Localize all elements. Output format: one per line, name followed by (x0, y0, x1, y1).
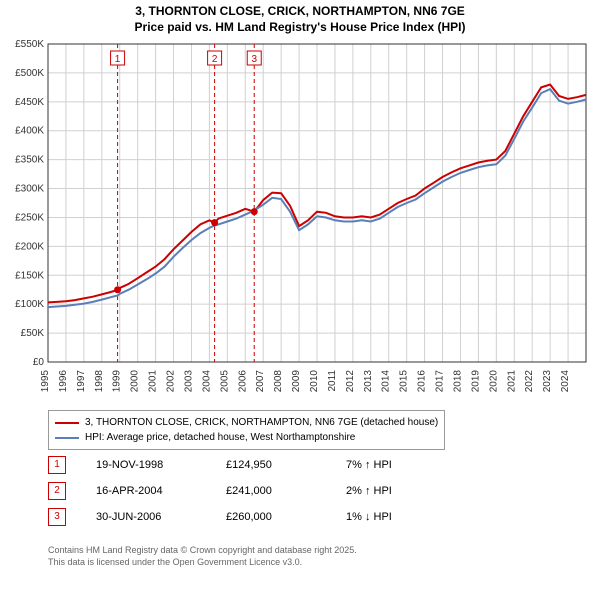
legend-label: HPI: Average price, detached house, West… (85, 430, 355, 445)
event-hpi: 2% ↑ HPI (346, 485, 456, 497)
events-table: 1 19-NOV-1998£124,9507% ↑ HPI 2 16-APR-2004… (48, 456, 456, 534)
svg-text:2008: 2008 (273, 370, 284, 393)
svg-text:2005: 2005 (219, 370, 230, 393)
legend-label: 3, THORNTON CLOSE, CRICK, NORTHAMPTON, N… (85, 415, 438, 430)
svg-text:£350K: £350K (15, 155, 44, 166)
svg-text:£50K: £50K (21, 328, 45, 339)
svg-text:2000: 2000 (130, 370, 141, 393)
svg-text:3: 3 (251, 54, 257, 65)
svg-text:£450K: £450K (15, 97, 44, 108)
chart-title: 3, THORNTON CLOSE, CRICK, NORTHAMPTON, N… (0, 0, 600, 35)
svg-text:2024: 2024 (560, 370, 571, 393)
event-row: 2 16-APR-2004£241,0002% ↑ HPI (48, 482, 456, 500)
svg-text:1: 1 (115, 54, 121, 65)
svg-text:2004: 2004 (201, 370, 212, 393)
footer-line2: This data is licensed under the Open Gov… (48, 557, 302, 567)
legend-swatch (55, 437, 79, 439)
svg-text:1996: 1996 (58, 370, 69, 393)
legend: 3, THORNTON CLOSE, CRICK, NORTHAMPTON, N… (48, 410, 445, 450)
svg-text:2001: 2001 (148, 370, 159, 393)
svg-text:2017: 2017 (435, 370, 446, 393)
svg-text:2023: 2023 (542, 370, 553, 393)
event-date: 16-APR-2004 (96, 485, 226, 497)
svg-text:£100K: £100K (15, 299, 44, 310)
svg-text:2006: 2006 (237, 370, 248, 393)
event-hpi: 1% ↓ HPI (346, 511, 456, 523)
svg-text:£200K: £200K (15, 241, 44, 252)
svg-text:1998: 1998 (94, 370, 105, 393)
svg-text:2021: 2021 (506, 370, 517, 393)
svg-text:£150K: £150K (15, 270, 44, 281)
svg-text:2010: 2010 (309, 370, 320, 393)
svg-text:2: 2 (212, 54, 218, 65)
svg-text:2013: 2013 (363, 370, 374, 393)
svg-text:£400K: £400K (15, 126, 44, 137)
event-marker-number: 1 (48, 456, 66, 474)
svg-text:2003: 2003 (183, 370, 194, 393)
svg-text:2009: 2009 (291, 370, 302, 393)
event-date: 19-NOV-1998 (96, 459, 226, 471)
event-marker-number: 2 (48, 482, 66, 500)
event-hpi: 7% ↑ HPI (346, 459, 456, 471)
svg-text:1995: 1995 (40, 370, 51, 393)
footer-line1: Contains HM Land Registry data © Crown c… (48, 545, 357, 555)
svg-text:£550K: £550K (15, 39, 44, 50)
svg-text:2002: 2002 (166, 370, 177, 393)
svg-text:2022: 2022 (524, 370, 535, 393)
svg-text:2016: 2016 (417, 370, 428, 393)
event-row: 3 30-JUN-2006£260,0001% ↓ HPI (48, 508, 456, 526)
svg-text:2007: 2007 (255, 370, 266, 393)
svg-text:1999: 1999 (112, 370, 123, 393)
legend-row: HPI: Average price, detached house, West… (55, 430, 438, 445)
svg-text:2018: 2018 (452, 370, 463, 393)
svg-text:£500K: £500K (15, 68, 44, 79)
svg-text:£0: £0 (33, 357, 45, 368)
svg-text:2011: 2011 (327, 370, 338, 392)
title-line1: 3, THORNTON CLOSE, CRICK, NORTHAMPTON, N… (135, 4, 465, 18)
event-date: 30-JUN-2006 (96, 511, 226, 523)
event-marker-number: 3 (48, 508, 66, 526)
chart-area: £0 £50K £100K £150K £200K £250K £300K £350K £400… (8, 38, 592, 406)
svg-text:2014: 2014 (381, 370, 392, 393)
svg-text:2012: 2012 (345, 370, 356, 393)
title-line2: Price paid vs. HM Land Registry's House … (135, 20, 466, 34)
event-price: £124,950 (226, 459, 346, 471)
svg-text:£300K: £300K (15, 184, 44, 195)
svg-text:2015: 2015 (399, 370, 410, 393)
svg-text:1997: 1997 (76, 370, 87, 393)
legend-row: 3, THORNTON CLOSE, CRICK, NORTHAMPTON, N… (55, 415, 438, 430)
event-price: £260,000 (226, 511, 346, 523)
footer-license: Contains HM Land Registry data © Crown c… (48, 545, 357, 568)
line-chart-svg: £0 £50K £100K £150K £200K £250K £300K £350K £400… (8, 38, 592, 406)
svg-text:2020: 2020 (488, 370, 499, 393)
legend-swatch (55, 422, 79, 424)
event-price: £241,000 (226, 485, 346, 497)
svg-text:2019: 2019 (470, 370, 481, 393)
event-row: 1 19-NOV-1998£124,9507% ↑ HPI (48, 456, 456, 474)
svg-text:£250K: £250K (15, 212, 44, 223)
